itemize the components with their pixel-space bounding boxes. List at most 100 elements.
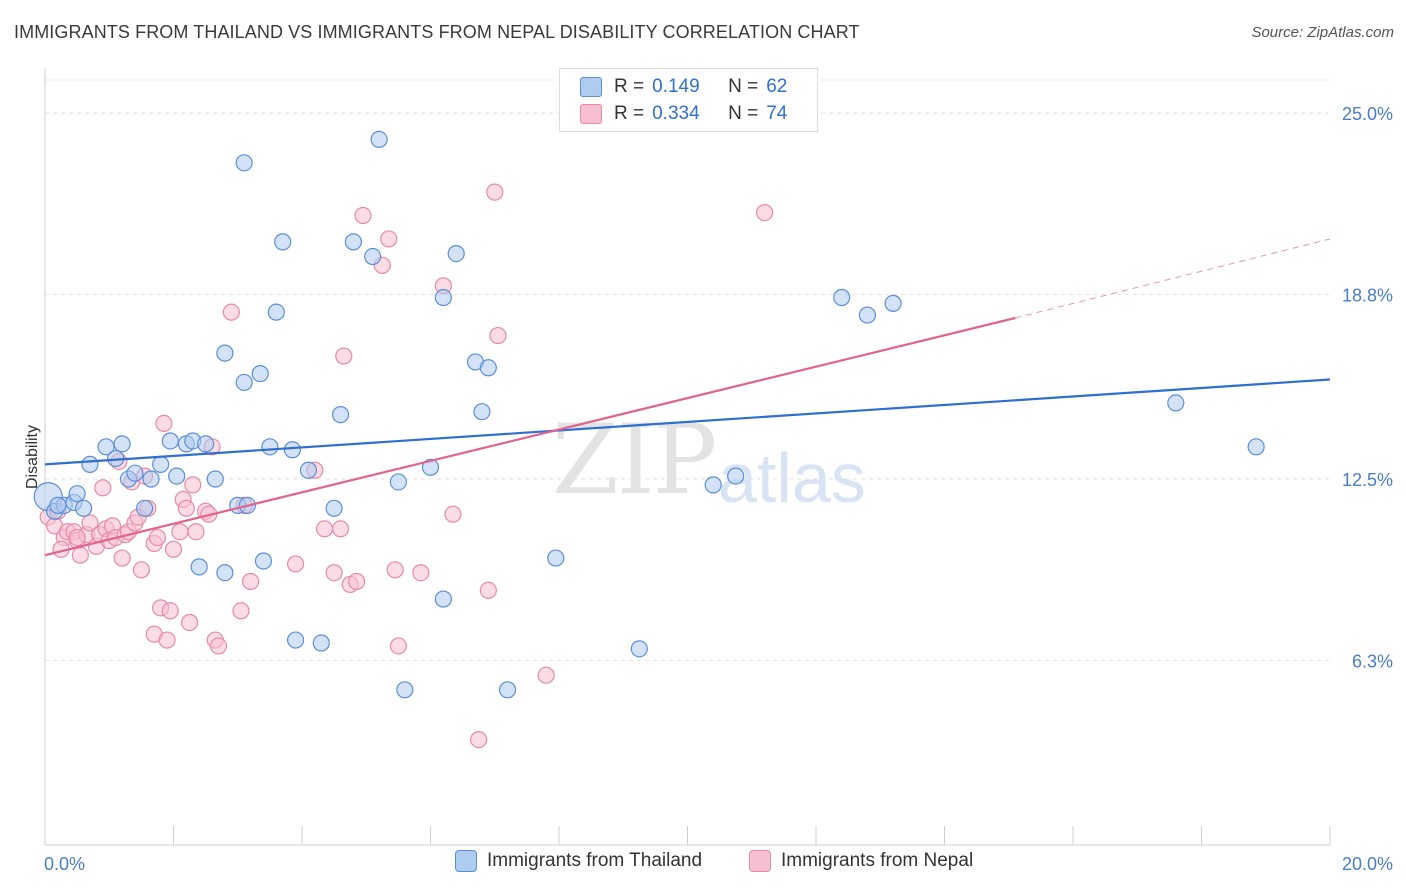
nepal-point bbox=[331, 520, 350, 538]
thailand-point bbox=[1167, 394, 1185, 412]
thailand-point bbox=[331, 406, 350, 424]
nepal-point bbox=[386, 561, 404, 579]
thailand-point bbox=[235, 373, 253, 392]
thailand-point bbox=[254, 552, 273, 570]
nepal-point bbox=[164, 540, 183, 558]
y-tick-label: 12.5% bbox=[1342, 470, 1393, 490]
nepal-point bbox=[537, 666, 555, 684]
nepal-trend-extension bbox=[1015, 238, 1331, 319]
thailand-points bbox=[33, 130, 1265, 699]
thailand-point bbox=[261, 438, 279, 456]
legend-item-nepal: Immigrants from Nepal bbox=[749, 850, 973, 872]
series-legend: Immigrants from Thailand Immigrants from… bbox=[0, 850, 1406, 880]
thailand-point bbox=[547, 549, 565, 567]
thailand-point bbox=[447, 244, 465, 263]
legend-row-nepal: R = 0.334 N = 74 bbox=[580, 102, 787, 126]
y-tick-label: 6.3% bbox=[1352, 652, 1393, 672]
thailand-point bbox=[81, 455, 99, 473]
nepal-point bbox=[161, 602, 179, 620]
nepal-point bbox=[184, 476, 202, 494]
thailand-point bbox=[251, 365, 269, 383]
nepal-point bbox=[755, 204, 774, 222]
legend-label: Immigrants from Nepal bbox=[781, 850, 974, 871]
nepal-point bbox=[354, 206, 372, 225]
thailand-point bbox=[396, 681, 414, 699]
thailand-point bbox=[389, 473, 407, 491]
y-axis-label: Disability bbox=[24, 425, 41, 490]
thailand-point bbox=[704, 476, 722, 494]
chart-title: IMMIGRANTS FROM THAILAND VS IMMIGRANTS F… bbox=[14, 22, 860, 42]
thailand-point bbox=[479, 359, 497, 377]
thailand-point bbox=[833, 288, 851, 307]
nepal-point bbox=[489, 326, 507, 345]
correlation-legend: R = 0.149 N = 62 R = 0.334 N = 74 bbox=[559, 68, 818, 132]
thailand-point bbox=[49, 496, 67, 514]
nepal-point bbox=[187, 523, 205, 541]
n-label: N = bbox=[728, 76, 759, 97]
nepal-swatch bbox=[749, 850, 771, 872]
thailand-point bbox=[858, 306, 877, 324]
nepal-point bbox=[444, 505, 462, 523]
nepal-point bbox=[94, 479, 112, 497]
thailand-point bbox=[267, 303, 285, 321]
thailand-swatch bbox=[455, 850, 477, 872]
nepal-point bbox=[132, 561, 150, 579]
thailand-point bbox=[344, 233, 362, 251]
thailand-point bbox=[152, 455, 170, 473]
nepal-point bbox=[232, 602, 250, 620]
nepal-point bbox=[155, 414, 173, 433]
legend-item-thailand: Immigrants from Thailand bbox=[455, 850, 702, 872]
tick-labels: 6.3% 12.5% 18.8% 25.0% 0.0% 20.0% bbox=[44, 104, 1393, 874]
r-label: R = bbox=[614, 103, 645, 124]
thailand-point bbox=[68, 485, 86, 503]
nepal-point bbox=[348, 572, 366, 591]
thailand-point bbox=[473, 403, 491, 421]
thailand-point bbox=[884, 294, 902, 312]
thailand-point bbox=[364, 247, 382, 266]
nepal-point bbox=[71, 546, 89, 564]
thailand-point bbox=[74, 499, 93, 517]
thailand-point bbox=[299, 461, 318, 479]
nepal-trend-line bbox=[44, 316, 1016, 557]
n-value: 62 bbox=[766, 76, 788, 97]
nepal-point bbox=[177, 499, 195, 517]
x-tick-label: 20.0% bbox=[1342, 854, 1393, 874]
thailand-point bbox=[274, 233, 292, 251]
nepal-swatch bbox=[580, 104, 602, 124]
thailand-point bbox=[161, 432, 179, 450]
thailand-point bbox=[283, 441, 301, 459]
nepal-point bbox=[242, 572, 260, 591]
thailand-trend-line bbox=[44, 378, 1331, 466]
nepal-point bbox=[325, 564, 343, 582]
nepal-point bbox=[286, 555, 305, 573]
thailand-point bbox=[216, 564, 234, 582]
nepal-points bbox=[39, 183, 774, 749]
trend-lines bbox=[44, 238, 1331, 557]
nepal-point bbox=[470, 731, 488, 749]
thailand-point bbox=[235, 154, 253, 172]
thailand-point bbox=[421, 458, 440, 476]
r-value: 0.149 bbox=[652, 76, 700, 97]
thailand-point bbox=[312, 634, 330, 652]
nepal-point bbox=[68, 528, 86, 547]
nepal-point bbox=[380, 230, 398, 248]
thailand-point bbox=[142, 470, 160, 488]
thailand-point bbox=[1247, 438, 1265, 456]
thailand-point bbox=[434, 288, 452, 307]
r-value: 0.334 bbox=[652, 103, 700, 124]
nepal-point bbox=[222, 303, 240, 321]
nepal-point bbox=[479, 581, 497, 599]
nepal-point bbox=[412, 564, 430, 582]
thailand-point bbox=[630, 640, 648, 658]
thailand-point bbox=[135, 499, 154, 517]
nepal-point bbox=[158, 631, 176, 649]
legend-row-thailand: R = 0.149 N = 62 bbox=[580, 75, 788, 99]
n-label: N = bbox=[728, 103, 759, 124]
nepal-point bbox=[148, 528, 167, 547]
thailand-point bbox=[499, 681, 517, 699]
nepal-point bbox=[81, 514, 99, 532]
thailand-point bbox=[206, 470, 224, 488]
axes bbox=[44, 68, 1331, 846]
thailand-point bbox=[286, 631, 305, 649]
thailand-point bbox=[434, 590, 452, 608]
